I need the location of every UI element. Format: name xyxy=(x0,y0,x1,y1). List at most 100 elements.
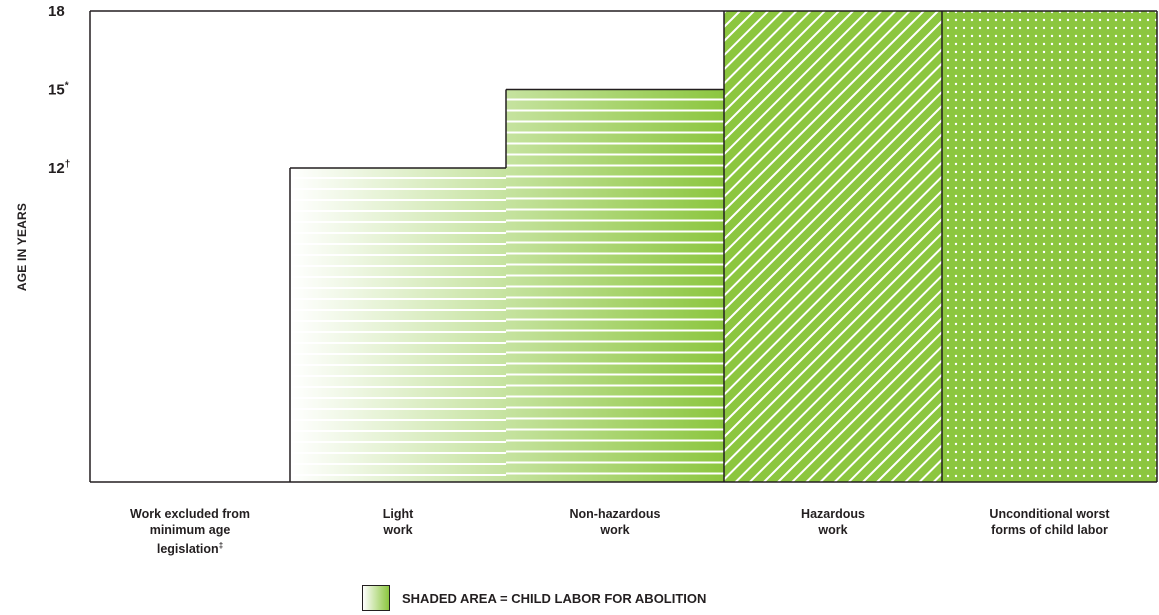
y-tick-mark: † xyxy=(65,159,71,170)
bar-stripe xyxy=(290,375,506,377)
bar-stripe xyxy=(290,188,506,190)
bar-stripe xyxy=(290,199,506,201)
bar-stripe xyxy=(290,397,506,399)
bar-stripe xyxy=(506,175,724,178)
bar-stripe xyxy=(290,210,506,212)
category-label-line: minimum age xyxy=(149,523,231,537)
bar-stripe xyxy=(290,276,506,278)
bar-2 xyxy=(290,168,506,482)
bar-stripe xyxy=(290,463,506,465)
bar-stripe xyxy=(290,430,506,432)
y-tick-label-18: 18 xyxy=(48,3,65,20)
bar-stripe xyxy=(506,98,724,101)
x-category-label-1: Work excluded from minimum age legislation… xyxy=(90,506,290,557)
bar-stripe xyxy=(290,419,506,421)
axes-layer xyxy=(89,10,1158,483)
bar-stripe xyxy=(290,243,506,245)
bar-stripe xyxy=(290,265,506,267)
bar-stripe xyxy=(506,109,724,112)
bar-stripe xyxy=(290,177,506,179)
bar-stripe xyxy=(506,208,724,211)
bar-stripe xyxy=(506,120,724,123)
category-label-line: Hazardous xyxy=(801,507,865,521)
bar-stripe xyxy=(506,406,724,409)
category-label-line: Light xyxy=(382,507,414,521)
x-category-label-2: Light work xyxy=(290,506,506,538)
bar-stripe xyxy=(506,351,724,354)
bar-stripe xyxy=(290,441,506,443)
bar-stripe xyxy=(506,329,724,332)
category-footnote-mark: ‡ xyxy=(218,541,224,550)
bar-stripe xyxy=(506,241,724,244)
y-tick-value: 18 xyxy=(48,3,65,20)
bar-stripe xyxy=(506,186,724,189)
bar-stripe xyxy=(506,373,724,376)
y-ticks-layer: 18 15* 12† xyxy=(48,3,70,177)
bar-stripe xyxy=(290,452,506,454)
y-tick-value: 15 xyxy=(48,82,65,99)
bar-stripe xyxy=(290,287,506,289)
bar-stripe xyxy=(290,386,506,388)
bar-stripe xyxy=(506,219,724,222)
bar-stripe xyxy=(506,131,724,134)
bar-stripe xyxy=(506,461,724,464)
category-label-line: forms of child labor xyxy=(991,523,1108,537)
legend-label: SHADED AREA = CHILD LABOR FOR ABOLITION xyxy=(402,590,707,606)
bar-stripe xyxy=(290,221,506,223)
bar-stripe xyxy=(506,164,724,167)
bar-5 xyxy=(942,11,1157,482)
bar-stripe xyxy=(290,364,506,366)
category-label-line: work xyxy=(383,523,413,537)
bar-stripe xyxy=(506,395,724,398)
bar-stripe xyxy=(506,362,724,365)
bar-stripe xyxy=(506,285,724,288)
category-label-line: work xyxy=(600,523,630,537)
y-tick-mark: * xyxy=(65,81,69,92)
bar-stripe xyxy=(290,474,506,476)
category-label-line: Unconditional worst xyxy=(989,507,1110,521)
x-category-label-4: Hazardous work xyxy=(724,506,942,538)
bar-stripe xyxy=(290,353,506,355)
category-label-line: legislation‡ xyxy=(156,541,224,557)
category-label-line: Work excluded from xyxy=(130,507,250,521)
bar-stripe xyxy=(506,428,724,431)
bar-stripe xyxy=(290,408,506,410)
legend: SHADED AREA = CHILD LABOR FOR ABOLITION xyxy=(362,585,706,611)
bar-stripe xyxy=(506,439,724,442)
bar-stripe xyxy=(290,298,506,300)
bar-stripe xyxy=(506,417,724,420)
bar-stripe xyxy=(506,340,724,343)
bar-stripe xyxy=(506,142,724,145)
bar-stripe xyxy=(506,230,724,233)
bar-stripe xyxy=(506,296,724,299)
y-axis-label: AGE IN YEARS xyxy=(15,203,29,291)
bar-stripe xyxy=(290,331,506,333)
bar-stripe xyxy=(506,307,724,310)
bar-stripe xyxy=(506,318,724,321)
bar-fill xyxy=(942,11,1157,482)
bar-stripe xyxy=(506,197,724,200)
y-tick-value: 12 xyxy=(48,160,65,177)
bar-stripe xyxy=(290,232,506,234)
bar-stripe xyxy=(506,274,724,277)
category-label-line: Non-hazardous xyxy=(569,507,661,521)
bar-stripe xyxy=(506,472,724,475)
x-category-label-3: Non-hazardous work xyxy=(506,506,724,538)
bar-fill xyxy=(724,11,942,482)
bar-stripe xyxy=(506,263,724,266)
y-tick-label-15: 15* xyxy=(48,81,69,99)
bar-stripe xyxy=(290,309,506,311)
bar-4 xyxy=(724,11,942,482)
bar-fill xyxy=(290,168,506,482)
legend-swatch xyxy=(362,585,390,611)
bar-stripe xyxy=(506,153,724,156)
bar-stripe xyxy=(506,252,724,255)
bar-stripe xyxy=(290,320,506,322)
bars-layer xyxy=(290,11,1157,482)
bar-stripe xyxy=(290,342,506,344)
y-tick-label-12: 12† xyxy=(48,159,70,177)
category-label-line: work xyxy=(818,523,848,537)
bar-stripe xyxy=(506,384,724,387)
bar-3 xyxy=(506,89,724,482)
